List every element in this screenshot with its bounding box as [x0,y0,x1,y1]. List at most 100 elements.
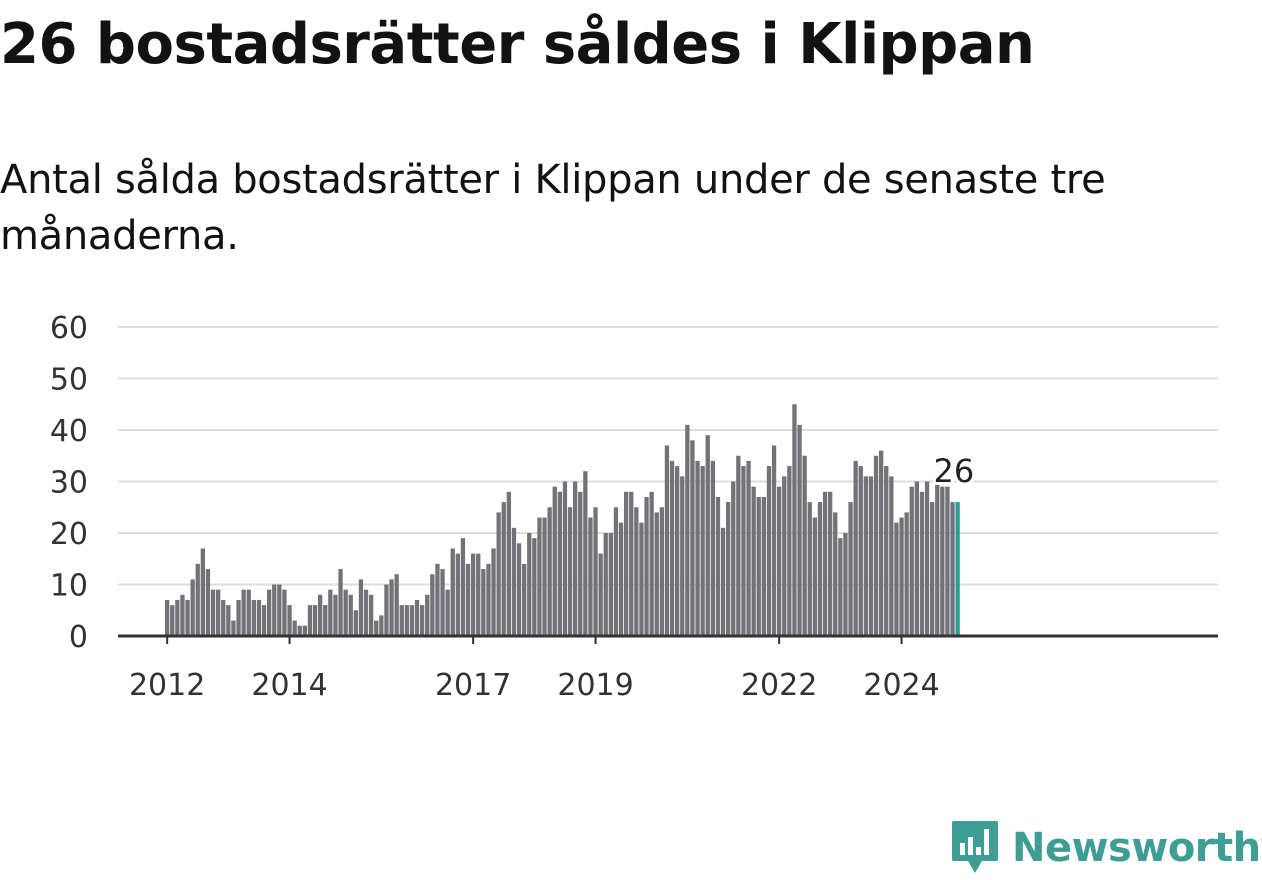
bar [414,599,420,636]
x-tick-label: 2012 [129,668,205,703]
newsworthy-logo-icon [952,821,998,873]
bar [848,502,853,636]
bar [241,589,246,636]
x-tick-label: 2024 [863,668,939,703]
bar [838,538,843,636]
bar [532,538,537,636]
bar [358,579,364,636]
bar [379,615,384,636]
bar [312,605,318,636]
bar [200,548,205,636]
y-tick-label: 50 [50,363,88,398]
x-tick-label: 2019 [557,668,633,703]
latest-value-annotation: 26 [934,452,975,490]
bar [639,522,644,636]
y-tick-label: 0 [69,620,88,655]
bars [165,404,960,636]
bar [205,569,211,636]
bar [889,476,894,636]
y-tick-label: 40 [50,414,88,449]
bar [226,605,231,636]
bar [731,481,736,636]
bar [455,553,460,636]
bar [868,476,874,636]
bar [338,569,343,636]
bar [190,579,195,636]
bar [914,481,919,636]
bar [384,584,389,636]
bar [348,594,353,636]
bar [583,471,588,636]
bar [659,507,664,636]
bar [516,543,522,636]
bar [573,481,578,636]
bar [787,466,792,636]
y-tick-label: 60 [50,311,88,346]
bar [425,594,430,636]
bar [292,620,297,636]
bar [700,466,705,636]
bar [685,424,690,636]
bar [797,424,802,636]
bar [236,599,241,636]
bar [399,605,404,636]
bar [899,517,904,636]
bar [511,527,517,636]
bar [460,538,466,636]
bar [817,502,823,636]
bar [873,455,879,636]
bar [542,517,547,636]
bar [328,589,333,636]
bar [282,589,287,636]
bar [567,507,573,636]
bar [562,481,568,636]
bar [277,584,282,636]
bar [297,625,302,636]
bar [950,502,955,636]
bar [649,491,654,636]
y-tick-label: 30 [50,466,88,501]
bar [715,496,721,636]
bar [705,435,710,636]
bar [353,610,358,636]
bar [547,507,552,636]
bar [792,404,797,636]
newsworthy-logo-text: Newsworthy [1012,825,1262,871]
bar [272,584,277,636]
bar [404,605,409,636]
bar [940,486,945,636]
bar [527,533,532,636]
bar [608,533,613,636]
bar [409,605,415,636]
y-axis-tick-labels: 0 10 20 30 40 50 60 [50,311,88,655]
bar [435,563,440,636]
bar [761,496,766,636]
bar [828,491,833,636]
bar [501,502,506,636]
bar [766,466,772,636]
y-tick-label: 20 [50,517,88,552]
y-tick-label: 10 [50,569,88,604]
bar [746,460,751,636]
bar [919,491,925,636]
bar [812,517,817,636]
bar [644,496,649,636]
page-title: 26 bostadsrätter såldes i Klippan [0,12,1035,77]
x-tick-label: 2014 [251,668,327,703]
bar [216,589,221,636]
bar [476,553,481,636]
bar [440,569,445,636]
bar [710,460,715,636]
bar [185,599,190,636]
bar [486,563,491,636]
bar [654,512,659,636]
bar [777,486,782,636]
bar [256,599,262,636]
bar [318,594,323,636]
bar [664,445,670,636]
bar [884,466,889,636]
x-tick-label: 2022 [741,668,817,703]
grid-lines [118,326,1218,586]
bar [613,507,619,636]
